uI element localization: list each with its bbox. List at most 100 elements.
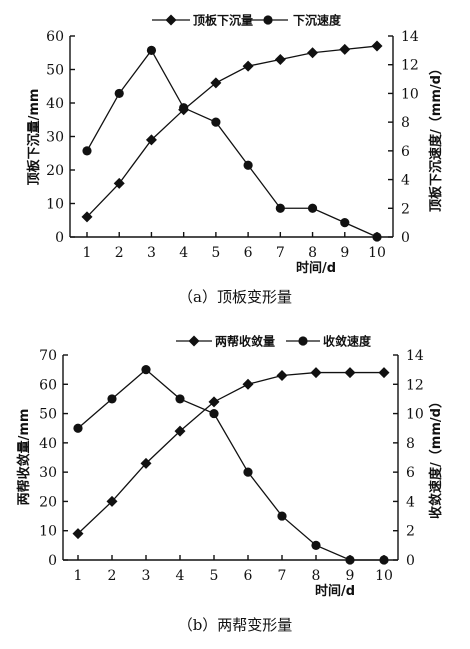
x-tick-label: 1 — [83, 245, 92, 261]
y-axis-title-left: 两帮收敛量/mm — [16, 409, 32, 506]
diamond-point — [208, 396, 220, 408]
y-tick-label-right: 10 — [406, 407, 424, 423]
y-tick-label-left: 0 — [55, 230, 64, 246]
y-tick-label-left: 0 — [48, 553, 57, 569]
y-tick-label-right: 2 — [406, 524, 415, 540]
y-tick-label-right: 2 — [401, 201, 410, 217]
y-tick-label-left: 60 — [46, 29, 64, 45]
diamond-point — [378, 367, 390, 379]
figure-caption: （a）顶板变形量 — [178, 288, 292, 306]
circle-point — [345, 555, 355, 565]
circle-point — [209, 408, 219, 419]
y-axis-title-left: 顶板下沉量/mm — [26, 89, 42, 186]
y-tick-label-right: 4 — [401, 173, 410, 189]
x-axis-title: 时间/d — [315, 583, 355, 599]
circle-point — [179, 103, 189, 113]
diamond-point — [242, 60, 254, 72]
circle-point — [275, 203, 285, 213]
x-axis-title: 时间/d — [296, 260, 336, 276]
diamond-point — [81, 211, 93, 223]
y-tick-label-right: 14 — [406, 348, 424, 364]
y-tick-label-left: 20 — [46, 163, 64, 179]
x-tick-label: 3 — [142, 568, 151, 584]
diamond-point — [140, 457, 152, 469]
diamond-point — [210, 77, 222, 89]
x-tick-label: 2 — [115, 245, 124, 261]
y-tick-label-right: 14 — [401, 29, 419, 45]
circle-point — [243, 467, 253, 477]
circle-point — [379, 555, 389, 565]
y-tick-label-right: 10 — [401, 86, 419, 102]
x-tick-label: 6 — [244, 245, 253, 261]
circle-point — [73, 423, 83, 433]
diamond-point — [276, 370, 288, 381]
y-tick-label-right: 4 — [406, 494, 415, 510]
circle-point — [211, 117, 221, 127]
circle-point — [307, 203, 318, 213]
legend-marker — [263, 15, 273, 25]
x-tick-label: 4 — [179, 245, 188, 261]
legend-label: 顶板下沉量 — [193, 13, 253, 28]
diamond-point — [72, 528, 84, 540]
x-tick-label: 1 — [74, 568, 83, 584]
circle-point — [175, 394, 185, 404]
legend-label: 两帮收敛量 — [215, 334, 275, 349]
x-tick-label: 2 — [108, 568, 117, 584]
y-tick-label-left: 20 — [39, 494, 57, 510]
y-axis-title-right: 收敛速度/（mm/d） — [428, 395, 444, 519]
diamond-point — [371, 40, 383, 52]
x-tick-label: 8 — [312, 568, 321, 584]
legend-marker — [188, 335, 200, 347]
y-tick-label-left: 10 — [46, 197, 64, 213]
diamond-point — [310, 367, 322, 379]
y-tick-label-left: 60 — [39, 377, 57, 393]
x-tick-label: 7 — [276, 245, 285, 261]
x-tick-label: 5 — [211, 245, 220, 261]
x-tick-label: 3 — [147, 245, 156, 261]
legend-label: 收敛速度 — [323, 334, 372, 349]
diamond-point — [174, 425, 186, 437]
y-tick-label-left: 40 — [39, 436, 57, 452]
series-line-rate — [77, 368, 384, 561]
diamond-point — [145, 134, 157, 146]
figure-caption: （b）两帮变形量 — [178, 616, 293, 634]
y-axis-title-right: 顶板下沉速度/（mm/d） — [428, 62, 444, 212]
y-tick-label-left: 30 — [39, 465, 57, 481]
diamond-point — [307, 47, 319, 59]
x-tick-label: 6 — [244, 568, 253, 584]
y-tick-label-left: 30 — [46, 130, 64, 146]
diamond-point — [106, 495, 118, 507]
y-tick-label-right: 6 — [406, 465, 415, 481]
diamond-point — [113, 177, 125, 189]
y-tick-label-right: 12 — [406, 377, 424, 393]
legend-marker — [165, 14, 177, 26]
y-tick-label-right: 8 — [406, 436, 415, 452]
legend-label: 下沉速度 — [293, 13, 342, 28]
circle-point — [340, 218, 350, 228]
circle-point — [146, 45, 157, 55]
y-tick-label-left: 50 — [39, 407, 57, 423]
circle-point — [243, 160, 253, 170]
circle-point — [82, 146, 92, 156]
diamond-point — [242, 378, 254, 390]
circle-point — [107, 394, 117, 404]
y-tick-label-left: 70 — [39, 348, 57, 364]
diamond-point — [344, 367, 356, 379]
circle-point — [141, 365, 151, 375]
x-tick-label: 10 — [368, 245, 386, 261]
series-line-deformation — [86, 45, 378, 218]
x-tick-label: 9 — [346, 568, 355, 584]
y-tick-label-left: 50 — [46, 63, 64, 79]
circle-point — [372, 232, 382, 242]
legend-marker — [298, 336, 308, 346]
circle-point — [311, 540, 321, 550]
diamond-point — [274, 53, 286, 65]
diamond-point — [339, 43, 351, 55]
y-tick-label-right: 0 — [406, 553, 415, 569]
y-tick-label-right: 12 — [401, 58, 419, 74]
y-tick-label-right: 0 — [401, 230, 410, 246]
x-tick-label: 10 — [375, 568, 393, 584]
x-tick-label: 8 — [308, 245, 317, 261]
series-line-rate — [86, 49, 378, 238]
